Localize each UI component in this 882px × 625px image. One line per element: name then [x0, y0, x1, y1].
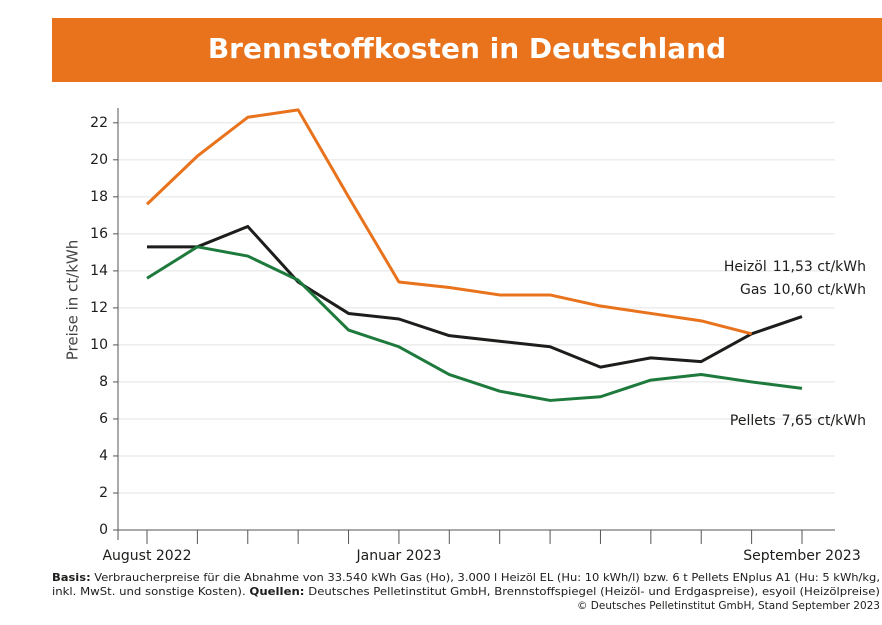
series-label: Pellets 7,65 ct/kWh [730, 413, 866, 429]
footnote-line: inkl. MwSt. und sonstige Kosten). Quelle… [52, 586, 880, 598]
series-name: Gas [740, 282, 767, 298]
chart-title: Brennstoffkosten in Deutschland [208, 32, 726, 65]
basis-text: Verbraucherpreise für die Abnahme von 33… [94, 572, 880, 584]
series-label: Heizöl 11,53 ct/kWh [724, 259, 866, 275]
copyright: © Deutsches Pelletinstitut GmbH, Stand S… [577, 600, 880, 612]
y-tick-label: 16 [90, 226, 108, 242]
value-label: 7,65 ct/kWh [782, 413, 866, 429]
y-tick-label: 6 [99, 411, 108, 427]
y-axis-label: Preise in ct/kWh [64, 240, 82, 360]
basis-label: Basis: [52, 572, 91, 584]
title-bar [52, 18, 882, 82]
series-line [146, 245, 803, 402]
series-label: Gas 10,60 ct/kWh [740, 282, 866, 298]
y-tick-label: 10 [90, 337, 108, 353]
y-tick-label: 18 [90, 189, 108, 205]
y-tick-label: 2 [99, 485, 108, 501]
plot: 0 2 4 6 8 10 12 14 16 18 20 22 August 2022 Januar 202… [90, 108, 866, 564]
y-tick-label: 8 [99, 374, 108, 390]
basis-text: inkl. MwSt. und sonstige Kosten). [52, 586, 246, 598]
y-tick-label: 4 [99, 448, 108, 464]
value-label: 11,53 ct/kWh [773, 259, 866, 275]
y-tick-label: 20 [90, 152, 108, 168]
sources-label: Quellen: [249, 586, 304, 598]
x-tick-label: September 2023 [743, 548, 860, 564]
series-name: Pellets [730, 413, 776, 429]
x-tick-label: August 2022 [102, 548, 191, 564]
sources-text: Deutsches Pelletinstitut GmbH, Brennstof… [308, 586, 880, 598]
x-tick-label: Januar 2023 [355, 548, 441, 564]
y-tick-label: 12 [90, 300, 108, 316]
series-line [145, 108, 752, 336]
series-name: Heizöl [724, 259, 767, 275]
y-tick-label: 0 [99, 522, 108, 538]
y-tick-label: 22 [90, 115, 108, 131]
footnote-line: Basis: Verbraucherpreise für die Abnahme… [52, 572, 880, 584]
y-tick-label: 14 [90, 263, 108, 279]
series-line [147, 224, 803, 369]
value-label: 10,60 ct/kWh [773, 282, 866, 298]
